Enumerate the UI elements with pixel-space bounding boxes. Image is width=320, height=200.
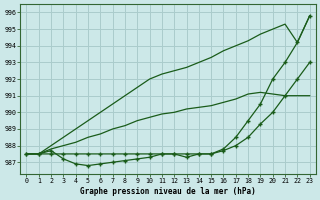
X-axis label: Graphe pression niveau de la mer (hPa): Graphe pression niveau de la mer (hPa) bbox=[80, 187, 256, 196]
